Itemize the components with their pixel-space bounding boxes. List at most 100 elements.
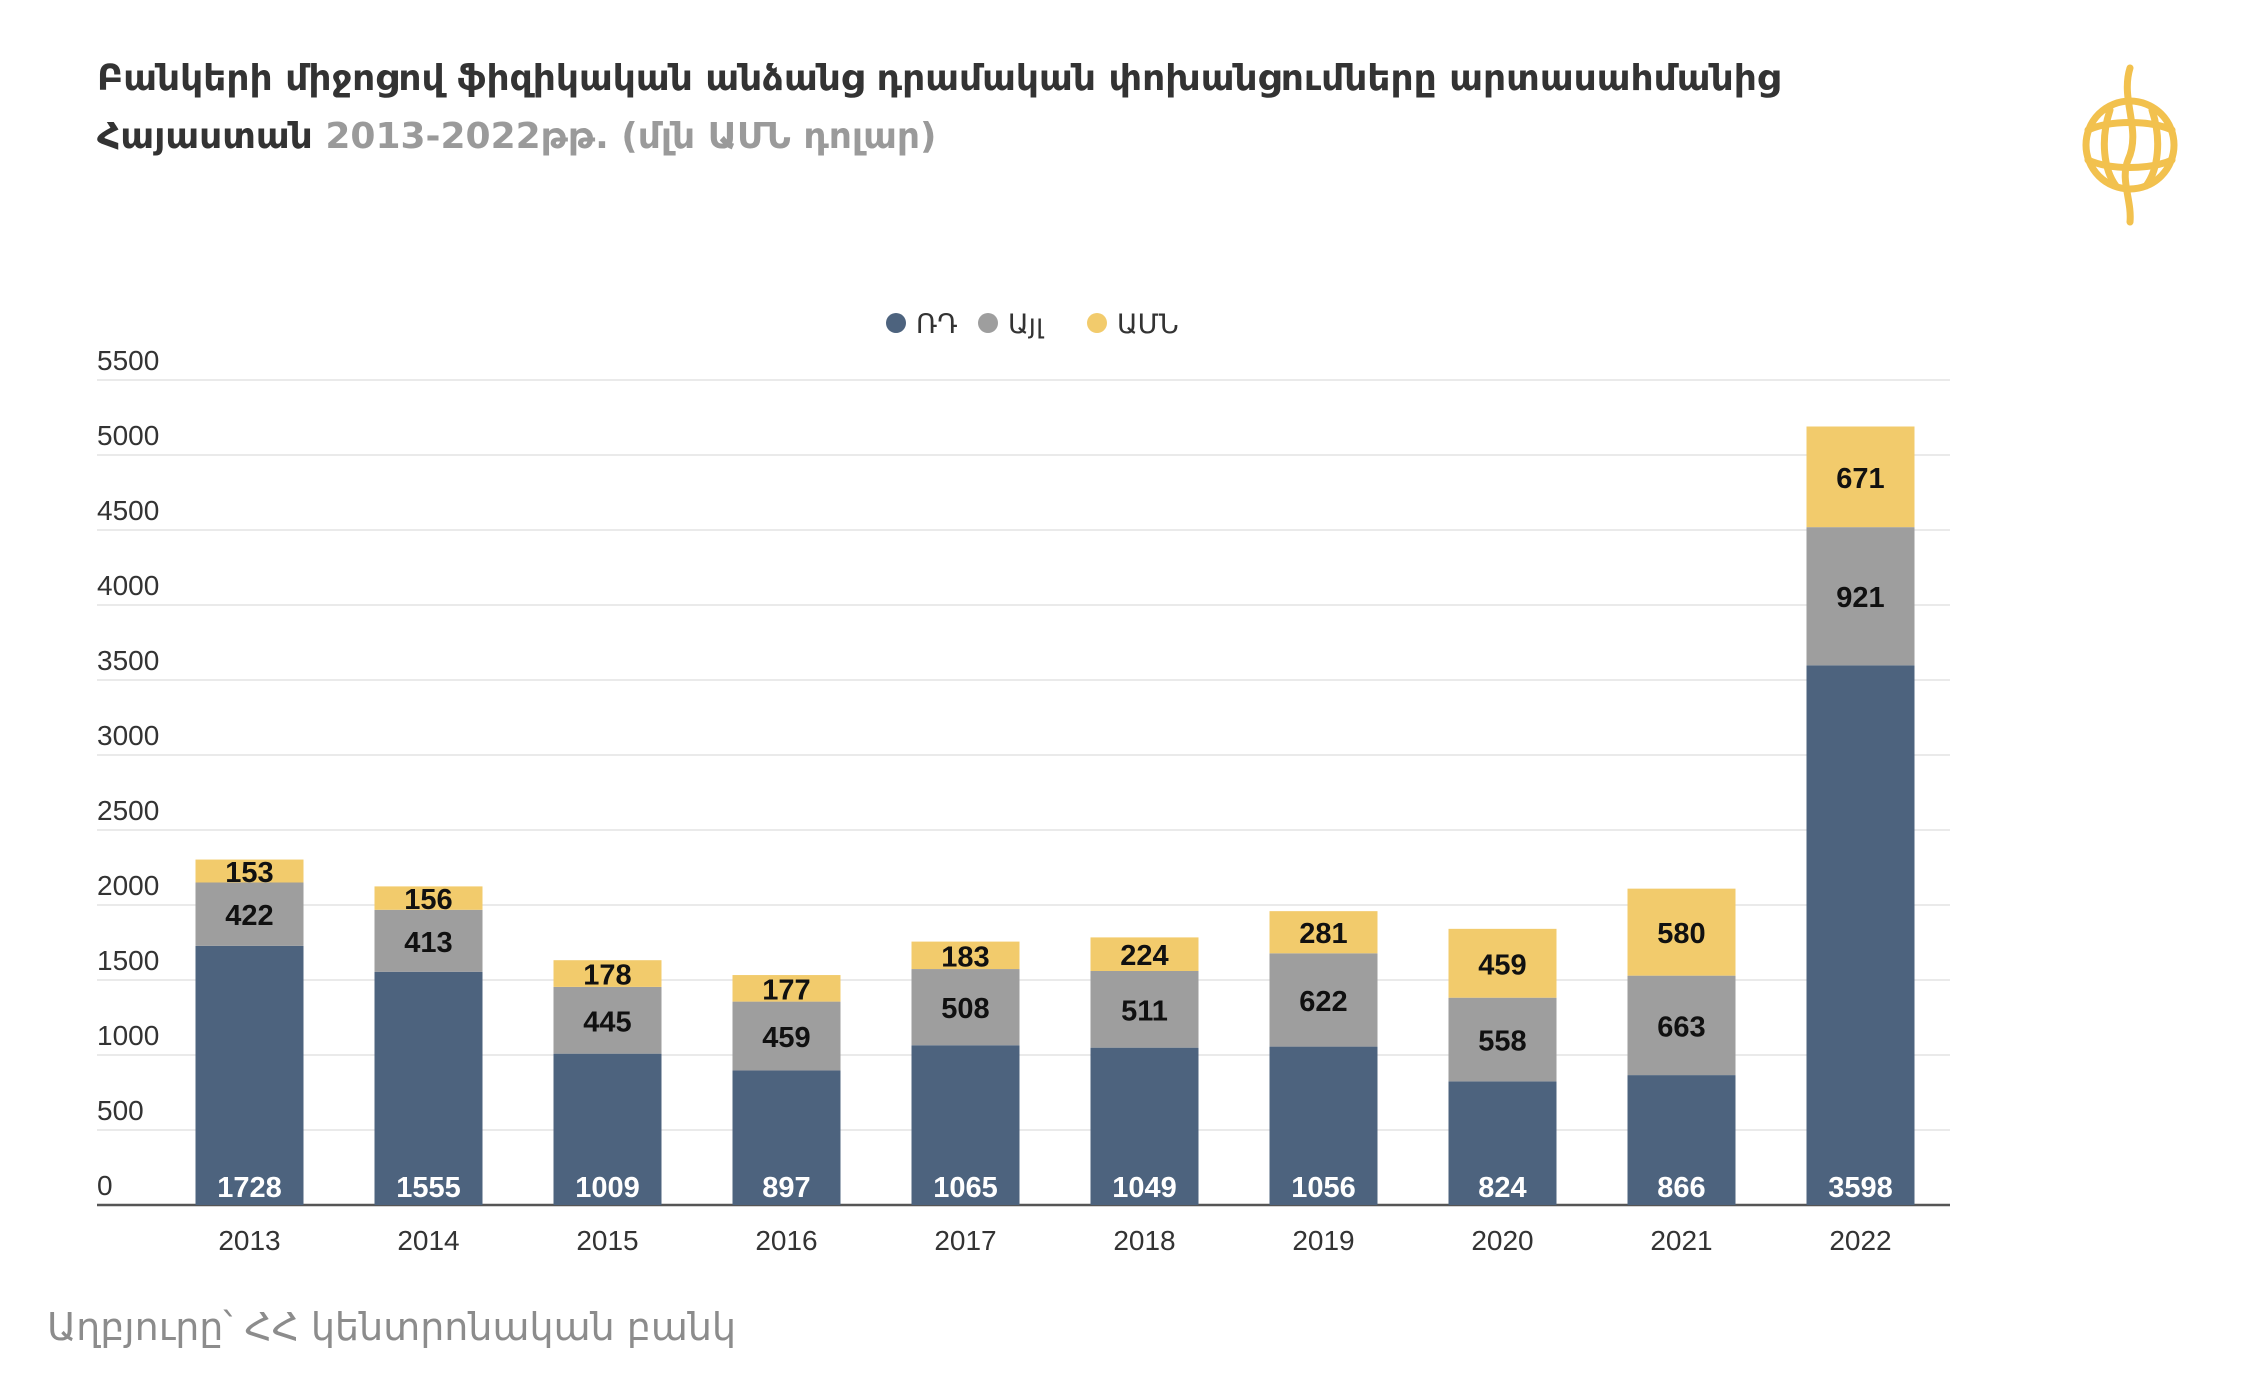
bar-2018-series-1 [1090,971,1199,1048]
y-tick-label: 4000 [97,570,159,601]
bar-2014-series-1 [374,909,483,972]
bar-2017-series-1 [911,969,1020,1046]
x-tick-label: 2016 [755,1225,817,1256]
legend-marker-0 [886,313,906,333]
x-tick-label: 2021 [1650,1225,1712,1256]
bar-2019-series-0 [1269,1046,1378,1205]
data-label: 153 [225,857,273,889]
data-label: 3598 [1828,1172,1893,1204]
bar-2013-series-2 [195,859,304,883]
title-line-1: Բանկերի միջոցով ֆիզիկական անձանց դրամակա… [97,58,1780,99]
y-tick-label: 5000 [97,420,159,451]
legend: ՌԴ Այլ ԱՄՆ [886,309,1179,340]
source-note: Աղբյուրը՝ ՀՀ կենտրոնական բանկ [47,1305,737,1349]
data-label: 1065 [933,1172,998,1204]
data-label: 824 [1478,1172,1526,1204]
legend-label-0: ՌԴ [916,309,958,340]
data-label: 422 [225,900,273,932]
y-tick-label: 500 [97,1095,144,1126]
data-label: 281 [1299,918,1347,950]
data-label: 1555 [396,1172,461,1204]
data-label: 671 [1836,463,1884,495]
x-tick-label: 2017 [934,1225,996,1256]
bar-2013-series-0 [195,945,304,1205]
title-line-2: Հայաստան 2013-2022թթ. (մլն ԱՄՆ դոլար) [97,108,1997,166]
bar-2020-series-0 [1448,1081,1557,1205]
title-line-2-main: Հայաստան [97,116,313,157]
data-label: 1049 [1112,1172,1177,1204]
bar-2015-series-0 [553,1053,662,1205]
data-label: 183 [941,941,989,973]
x-tick-label: 2018 [1113,1225,1175,1256]
data-label: 866 [1657,1172,1705,1204]
bar-2015-series-1 [553,986,662,1054]
bar-2022-series-1 [1806,527,1915,666]
bar-2016-series-0 [732,1070,841,1205]
y-tick-label: 3500 [97,645,159,676]
bar-2021-series-1 [1627,975,1736,1076]
legend-marker-2 [1087,313,1107,333]
data-label: 580 [1657,918,1705,950]
bar-2019-series-2 [1269,911,1378,954]
bar-2020-series-1 [1448,997,1557,1082]
bar-2022-series-0 [1806,665,1915,1205]
x-tick-label: 2015 [576,1225,638,1256]
y-tick-label: 1000 [97,1020,159,1051]
bar-2018-series-0 [1090,1047,1199,1205]
legend-label-2: ԱՄՆ [1117,309,1179,340]
legend-label-1: Այլ [1008,309,1045,340]
bar-2014-series-2 [374,886,483,910]
x-tick-label: 2014 [397,1225,459,1256]
x-tick-label: 2013 [218,1225,280,1256]
data-label: 897 [762,1172,810,1204]
bar-2017-series-2 [911,941,1020,970]
y-axis: 0 500 1000 1500 2000 2500 3000 3500 4000 4500 5000… [97,345,159,1201]
data-label: 1009 [575,1172,640,1204]
data-label: 663 [1657,1011,1705,1043]
data-label: 178 [583,960,631,992]
bar-2014-series-0 [374,971,483,1205]
bars: 1728 422 153 1555 413 156 1009 445 178 897 459 177 1… [195,426,1915,1205]
data-label: 445 [583,1006,631,1038]
y-tick-label: 4500 [97,495,159,526]
chart-title: Բանկերի միջոցով ֆիզիկական անձանց դրամակա… [97,50,1997,166]
x-tick-label: 2022 [1829,1225,1891,1256]
legend-marker-1 [978,313,998,333]
data-label: 511 [1121,995,1168,1027]
data-label: 508 [941,993,989,1025]
y-tick-label: 0 [97,1170,113,1201]
data-label: 156 [404,884,452,916]
data-label: 622 [1299,986,1347,1018]
data-label: 177 [762,974,810,1006]
bar-2019-series-1 [1269,953,1378,1047]
y-tick-label: 2000 [97,870,159,901]
title-subtitle: 2013-2022թթ. (մլն ԱՄՆ դոլար) [325,116,937,157]
bar-2022-series-2 [1806,426,1915,528]
data-label: 1056 [1291,1172,1356,1204]
data-label: 413 [404,927,452,959]
bar-2017-series-0 [911,1045,1020,1205]
bar-2021-series-2 [1627,888,1736,976]
y-tick-label: 1500 [97,945,159,976]
globe-logo-icon [2082,64,2178,226]
x-tick-label: 2020 [1471,1225,1533,1256]
bar-2021-series-0 [1627,1075,1736,1205]
data-label: 1728 [217,1172,282,1204]
data-label: 459 [762,1022,810,1054]
x-axis: 2013 2014 2015 2016 2017 2018 2019 2020 2021 2022 [218,1225,1891,1256]
y-tick-label: 5500 [97,345,159,376]
y-tick-label: 3000 [97,720,159,751]
data-label: 224 [1120,940,1168,972]
bar-2020-series-2 [1448,928,1557,998]
data-label: 558 [1478,1026,1526,1058]
bar-2013-series-1 [195,882,304,946]
bar-2015-series-2 [553,960,662,987]
bar-2018-series-2 [1090,937,1199,971]
y-tick-label: 2500 [97,795,159,826]
bar-2016-series-1 [732,1001,841,1071]
data-label: 459 [1478,949,1526,981]
bar-2016-series-2 [732,975,841,1002]
data-label: 921 [1836,582,1884,614]
x-tick-label: 2019 [1292,1225,1354,1256]
